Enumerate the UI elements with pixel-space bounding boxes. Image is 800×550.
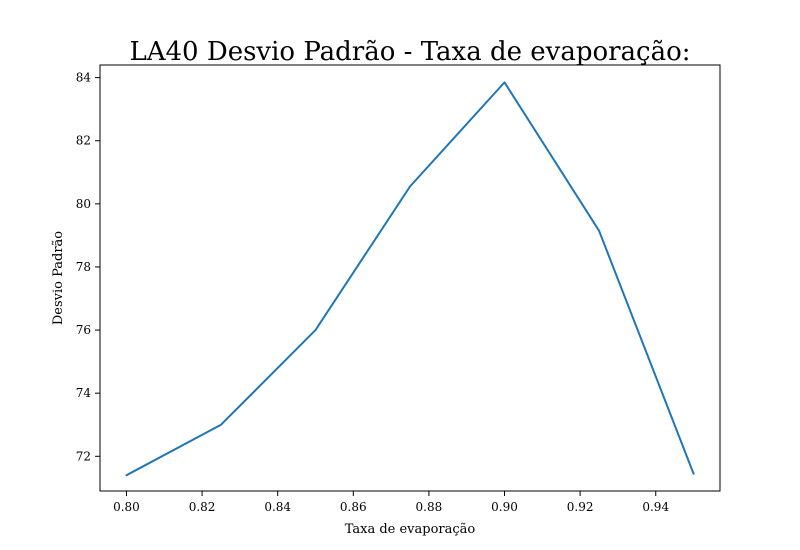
y-tick-label: 72 [76, 449, 91, 463]
x-tick-label: 0.94 [642, 500, 669, 514]
x-tick-label: 0.82 [189, 500, 216, 514]
y-axis-label: Desvio Padrão [51, 231, 66, 325]
y-tick-label: 84 [76, 71, 92, 85]
y-tick-label: 82 [76, 134, 91, 148]
chart-title: LA40 Desvio Padrão - Taxa de evaporação: [129, 37, 690, 67]
plot-frame [99, 64, 721, 492]
y-tick-label: 80 [76, 197, 91, 211]
series-line [125, 81, 695, 477]
x-tick-label: 0.92 [567, 500, 594, 514]
y-tick-label: 76 [76, 323, 91, 337]
x-tick-label: 0.84 [264, 500, 291, 514]
x-tick-label: 0.86 [340, 500, 367, 514]
series-group [125, 81, 695, 477]
x-axis-label: Taxa de evaporação [345, 522, 476, 537]
plot-area: 0.80 0.82 0.84 0.86 0.88 0.90 0.92 0.94 7274767… [76, 64, 721, 514]
y-axis-ticks: 72 74 76 78 80 82 84 [76, 71, 100, 463]
x-axis-ticks: 0.80 0.82 0.84 0.86 0.88 0.90 0.92 0.94 [113, 491, 669, 514]
x-tick-label: 0.80 [113, 500, 140, 514]
y-tick-label: 74 [76, 386, 92, 400]
x-tick-label: 0.90 [491, 500, 518, 514]
y-tick-label: 78 [76, 260, 91, 274]
x-tick-label: 0.88 [416, 500, 443, 514]
